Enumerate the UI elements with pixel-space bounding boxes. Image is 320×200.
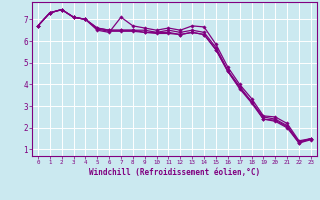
X-axis label: Windchill (Refroidissement éolien,°C): Windchill (Refroidissement éolien,°C): [89, 168, 260, 177]
